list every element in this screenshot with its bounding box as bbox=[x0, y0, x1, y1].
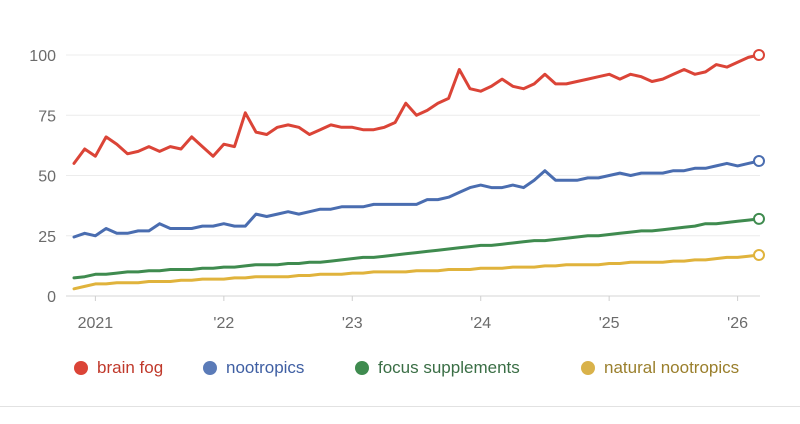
series-end-marker bbox=[753, 49, 765, 61]
series-line-natural-nootropics bbox=[72, 253, 761, 291]
series-end-marker bbox=[753, 212, 765, 225]
legend-label: natural nootropics bbox=[604, 358, 740, 377]
legend-item-natural-nootropics[interactable]: natural nootropics bbox=[581, 358, 739, 378]
x-tick-label: 2021 bbox=[78, 315, 114, 332]
x-tick-label: '25 bbox=[599, 315, 620, 332]
legend-marker-icon bbox=[203, 361, 217, 375]
x-tick-label: '23 bbox=[342, 315, 363, 332]
series-line-nootropics bbox=[72, 159, 761, 239]
legend-marker-icon bbox=[74, 361, 88, 375]
legend-item-focus-supplements[interactable]: focus supplements bbox=[355, 358, 520, 378]
y-tick-label: 0 bbox=[47, 289, 56, 306]
series-end-marker bbox=[753, 155, 765, 168]
series-line-focus-supplements bbox=[72, 217, 761, 280]
legend-label: focus supplements bbox=[378, 358, 520, 377]
x-tick-label: '22 bbox=[213, 315, 234, 332]
y-tick-label: 25 bbox=[38, 229, 56, 246]
legend-label: brain fog bbox=[97, 358, 164, 377]
series-line-brain-fog bbox=[72, 53, 761, 165]
legend-item-brain-fog[interactable]: brain fog bbox=[74, 358, 163, 378]
x-tick-label: '26 bbox=[727, 315, 748, 332]
y-tick-label: 100 bbox=[29, 48, 56, 65]
divider bbox=[0, 406, 800, 407]
legend-marker-icon bbox=[355, 361, 369, 375]
y-tick-label: 50 bbox=[38, 169, 56, 186]
legend: brain fog nootropics focus supplements n… bbox=[0, 358, 800, 384]
legend-item-nootropics[interactable]: nootropics bbox=[203, 358, 304, 378]
series-end-marker bbox=[753, 249, 765, 262]
legend-label: nootropics bbox=[226, 358, 305, 377]
trend-chart: 0 25 50 75 100 2021 '22 '23 '24 '25 '26 bbox=[29, 48, 765, 332]
y-tick-label: 75 bbox=[38, 108, 56, 125]
legend-marker-icon bbox=[581, 361, 595, 375]
x-tick-label: '24 bbox=[470, 315, 491, 332]
